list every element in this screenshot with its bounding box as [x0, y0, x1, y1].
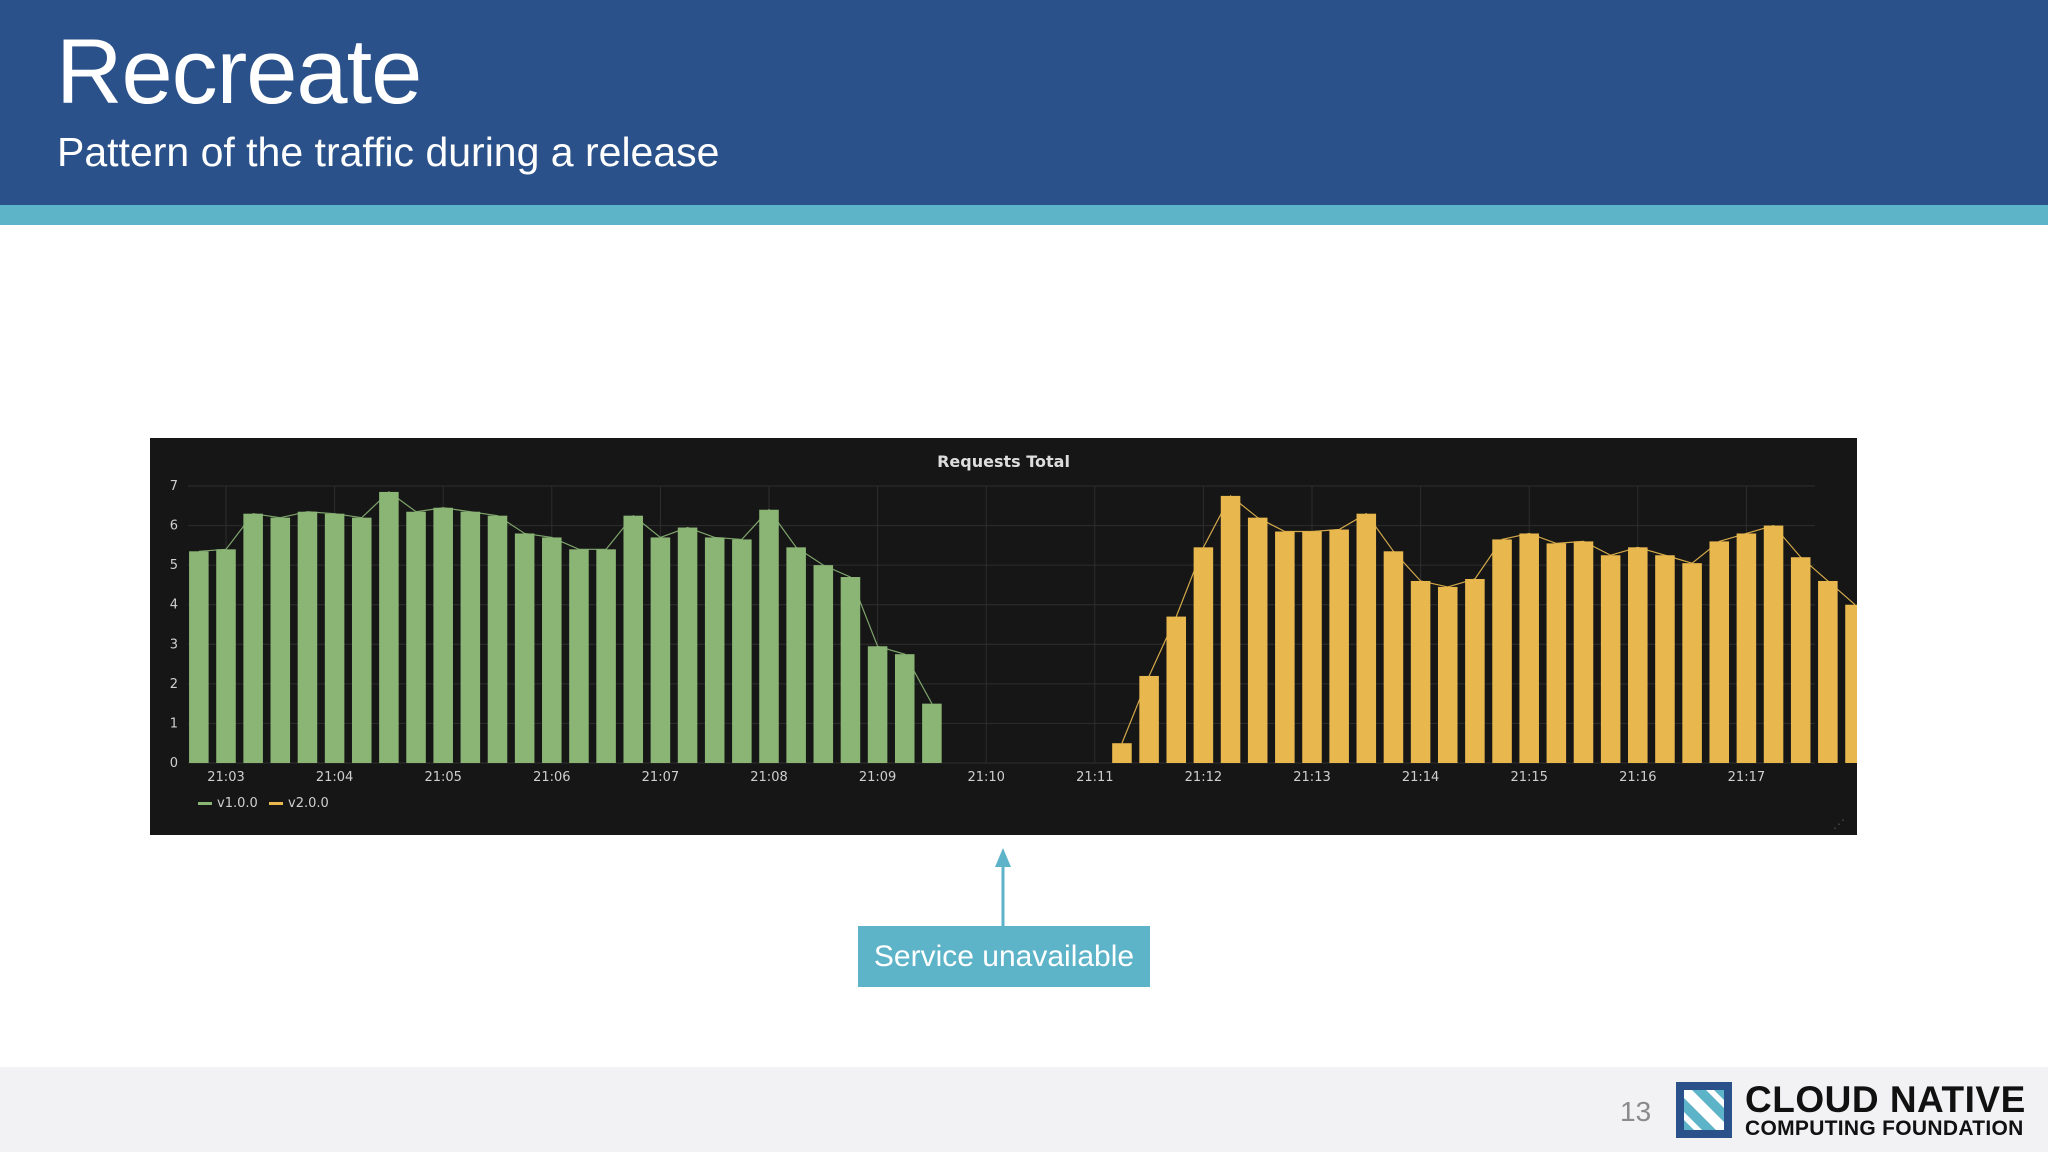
bar-v1.0.0: [542, 537, 562, 763]
bar-v2.0.0: [1247, 517, 1268, 763]
bar-v1.0.0: [433, 507, 453, 763]
resize-handle-icon: ⋰: [1833, 817, 1845, 831]
bar-v2.0.0: [1112, 743, 1132, 763]
bar-v2.0.0: [1546, 543, 1567, 763]
bar-v1.0.0: [894, 654, 915, 763]
bar-v1.0.0: [270, 517, 291, 763]
x-tick-label: 21:04: [316, 770, 353, 785]
bar-v2.0.0: [1275, 531, 1295, 763]
series-line-v2.0.0: [1121, 494, 1856, 744]
y-tick-label: 5: [170, 558, 178, 573]
bar-v2.0.0: [1166, 616, 1187, 763]
bar-v2.0.0: [1790, 557, 1811, 763]
bar-v2.0.0: [1383, 551, 1404, 763]
x-tick-label: 21:09: [859, 770, 896, 785]
cncf-logo-line1: CLOUD NATIVE: [1745, 1079, 2026, 1120]
bar-v2.0.0: [1437, 586, 1458, 763]
bar-v1.0.0: [379, 491, 399, 763]
header-accent-bar: [0, 205, 2048, 225]
bar-v1.0.0: [813, 565, 834, 763]
bar-v1.0.0: [922, 703, 942, 763]
bar-v1.0.0: [406, 511, 426, 763]
x-tick-label: 21:12: [1185, 770, 1222, 785]
chart-title: Requests Total: [937, 452, 1070, 471]
bar-v2.0.0: [1139, 675, 1159, 763]
bar-v2.0.0: [1410, 580, 1431, 763]
x-tick-label: 21:13: [1293, 770, 1330, 785]
bar-v1.0.0: [650, 537, 671, 763]
bar-v2.0.0: [1818, 580, 1838, 763]
bar-v1.0.0: [351, 517, 372, 763]
bar-v1.0.0: [677, 527, 698, 763]
page-number: 13: [1620, 1096, 1652, 1127]
x-tick-label: 21:07: [642, 770, 679, 785]
bar-v2.0.0: [1465, 578, 1485, 763]
y-tick-label: 7: [170, 479, 178, 494]
bar-v1.0.0: [623, 515, 644, 763]
bar-v1.0.0: [786, 547, 806, 763]
bar-v2.0.0: [1709, 541, 1730, 763]
bar-v2.0.0: [1302, 531, 1322, 763]
bar-v2.0.0: [1682, 563, 1702, 763]
bar-v2.0.0: [1763, 525, 1784, 763]
cncf-logo-line2: COMPUTING FOUNDATION: [1745, 1117, 2024, 1140]
x-tick-label: 21:14: [1402, 770, 1439, 785]
bar-v1.0.0: [216, 549, 236, 763]
legend-label: v1.0.0: [217, 796, 258, 811]
bar-v1.0.0: [704, 537, 725, 763]
x-tick-label: 21:11: [1076, 770, 1113, 785]
service-unavailable-callout: Service unavailable: [858, 926, 1150, 987]
x-tick-label: 21:05: [424, 770, 461, 785]
bar-v2.0.0: [1600, 555, 1621, 763]
x-tick-label: 21:17: [1728, 770, 1765, 785]
bar-v2.0.0: [1573, 541, 1594, 763]
bar-v2.0.0: [1329, 529, 1349, 763]
bar-v1.0.0: [867, 646, 888, 763]
slide-footer: [0, 1067, 2048, 1152]
bar-v1.0.0: [487, 515, 508, 763]
bar-v1.0.0: [596, 549, 616, 763]
bar-v2.0.0: [1845, 604, 1857, 763]
bar-v2.0.0: [1736, 533, 1757, 763]
slide-subtitle: Pattern of the traffic during a release: [57, 129, 720, 175]
x-tick-label: 21:08: [750, 770, 787, 785]
bar-v1.0.0: [189, 551, 209, 763]
bar-v1.0.0: [324, 513, 345, 763]
legend-swatch-v1.0.0: [198, 802, 212, 805]
legend-swatch-v2.0.0: [269, 802, 283, 805]
bar-v2.0.0: [1519, 533, 1539, 763]
bar-v1.0.0: [569, 549, 589, 763]
x-tick-label: 21:16: [1619, 770, 1656, 785]
bar-v2.0.0: [1220, 495, 1241, 763]
bar-v1.0.0: [732, 539, 752, 763]
x-tick-label: 21:15: [1510, 770, 1547, 785]
bar-v1.0.0: [297, 511, 318, 763]
requests-total-chart: 0 1 2 3 4 5 6 7 21:03 21:04 21:05 21:06 21:07 21:08 21…: [170, 452, 1857, 831]
x-tick-label: 21:10: [967, 770, 1004, 785]
cncf-logo-icon: [1676, 1082, 1732, 1138]
y-tick-label: 4: [170, 598, 178, 613]
y-tick-label: 1: [170, 716, 178, 731]
series-line-v1.0.0: [198, 491, 933, 704]
bar-v1.0.0: [840, 577, 861, 763]
slide-title: Recreate: [56, 21, 422, 123]
bar-v2.0.0: [1655, 555, 1675, 763]
bar-v2.0.0: [1193, 547, 1214, 763]
bar-v1.0.0: [759, 509, 779, 763]
y-tick-label: 6: [170, 519, 178, 534]
bar-v2.0.0: [1628, 547, 1648, 763]
slide-header: [0, 0, 2048, 205]
x-tick-label: 21:03: [207, 770, 244, 785]
bar-v1.0.0: [243, 513, 263, 763]
bar-v1.0.0: [514, 533, 535, 763]
y-tick-label: 0: [170, 756, 178, 771]
y-tick-label: 3: [170, 637, 178, 652]
y-tick-label: 2: [170, 677, 178, 692]
bar-v1.0.0: [460, 511, 481, 763]
bar-v2.0.0: [1492, 539, 1512, 763]
legend-label: v2.0.0: [288, 796, 329, 811]
bar-v2.0.0: [1356, 513, 1377, 763]
x-tick-label: 21:06: [533, 770, 570, 785]
